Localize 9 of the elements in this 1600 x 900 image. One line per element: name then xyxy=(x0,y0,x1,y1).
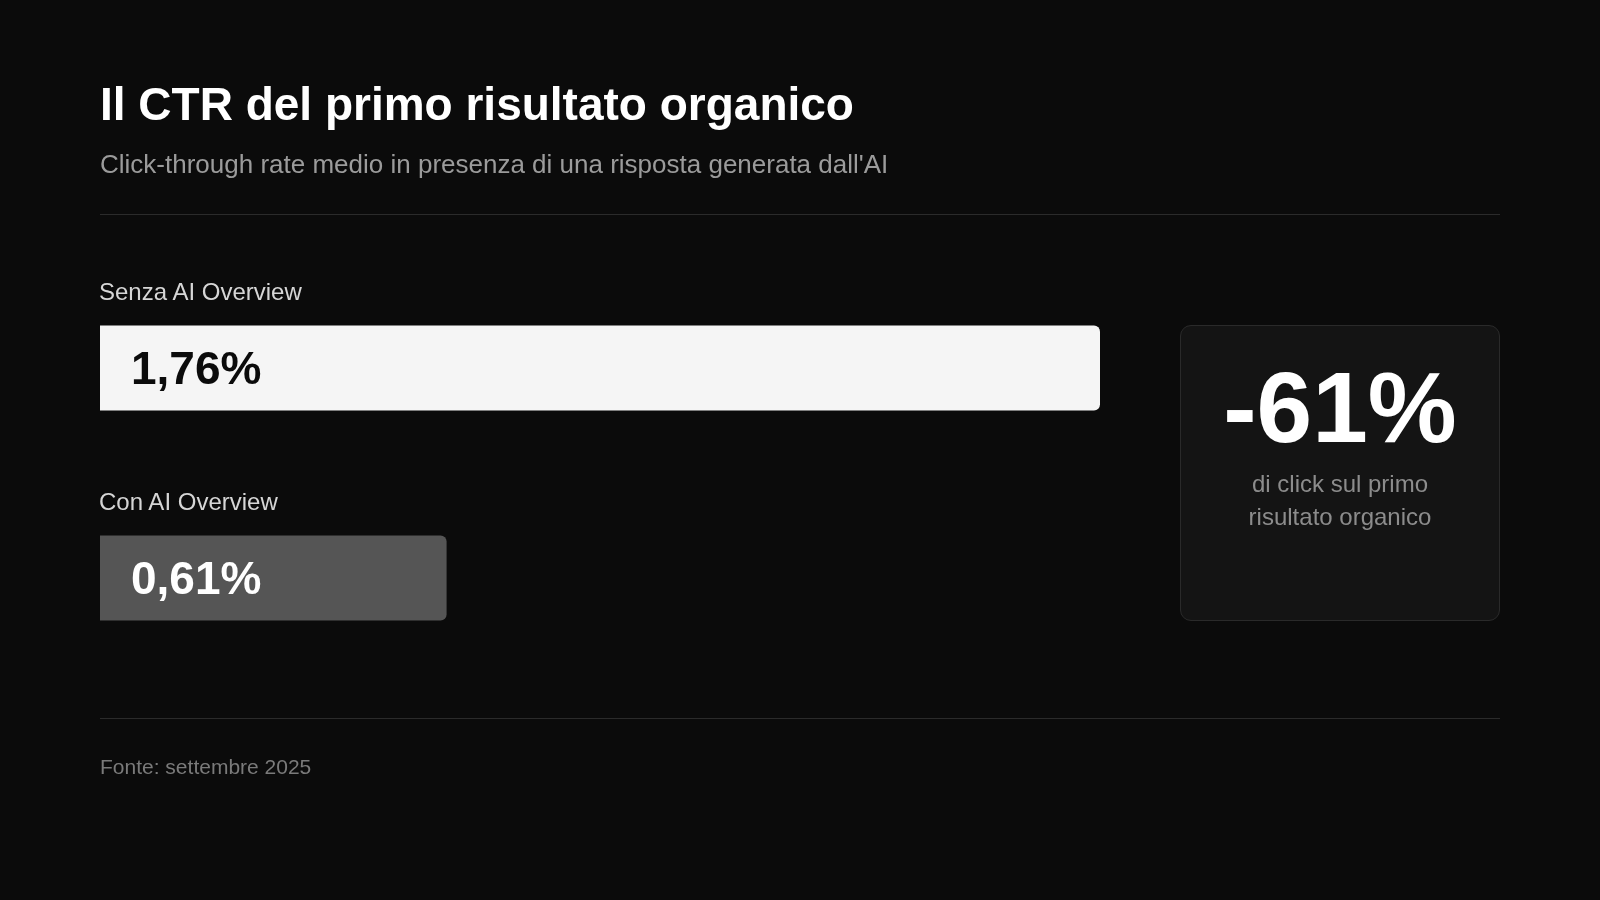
y-tick-label: Senza AI Overview xyxy=(99,278,303,306)
data-label: 1,76% xyxy=(131,342,262,394)
chart-subtitle: Click-through rate medio in presenza di una risposta generata dall'AI xyxy=(100,149,889,179)
text: di click sul primo risultato organico xyxy=(1247,469,1433,532)
y-tick-label: Con AI Overview xyxy=(99,488,279,516)
text: -61% xyxy=(1222,351,1458,463)
data-label: 0,61% xyxy=(131,552,262,604)
chart-title: Il CTR del primo risultato organico xyxy=(100,78,854,130)
source-note: Fonte: settembre 2025 xyxy=(100,755,312,778)
